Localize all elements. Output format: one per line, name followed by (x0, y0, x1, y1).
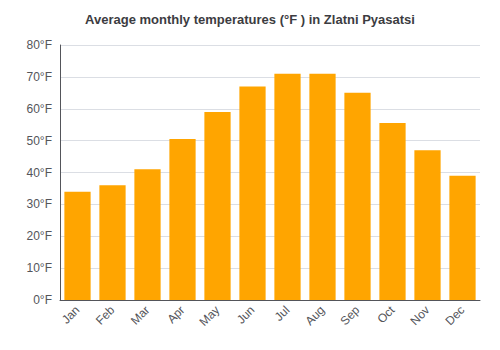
svg-text:Nov: Nov (407, 303, 432, 328)
svg-text:Apr: Apr (164, 303, 187, 326)
svg-text:80°F: 80°F (27, 38, 52, 52)
svg-text:40°F: 40°F (27, 166, 52, 180)
svg-text:50°F: 50°F (27, 134, 52, 148)
svg-text:May: May (197, 303, 223, 329)
svg-text:20°F: 20°F (27, 229, 52, 243)
svg-text:Jun: Jun (234, 303, 258, 327)
svg-text:Feb: Feb (93, 303, 118, 328)
svg-text:60°F: 60°F (27, 102, 52, 116)
svg-text:30°F: 30°F (27, 197, 52, 211)
svg-text:Jan: Jan (59, 303, 83, 327)
svg-text:70°F: 70°F (27, 70, 52, 84)
svg-text:Dec: Dec (442, 303, 467, 328)
svg-text:Oct: Oct (374, 303, 398, 327)
svg-text:0°F: 0°F (33, 293, 52, 307)
svg-text:Average monthly temperatures (: Average monthly temperatures (°F ) in Zl… (85, 12, 415, 27)
svg-text:Aug: Aug (302, 303, 327, 328)
svg-text:Jul: Jul (272, 303, 293, 324)
svg-text:10°F: 10°F (27, 261, 52, 275)
svg-text:Mar: Mar (128, 303, 153, 327)
svg-text:Sep: Sep (337, 303, 362, 328)
